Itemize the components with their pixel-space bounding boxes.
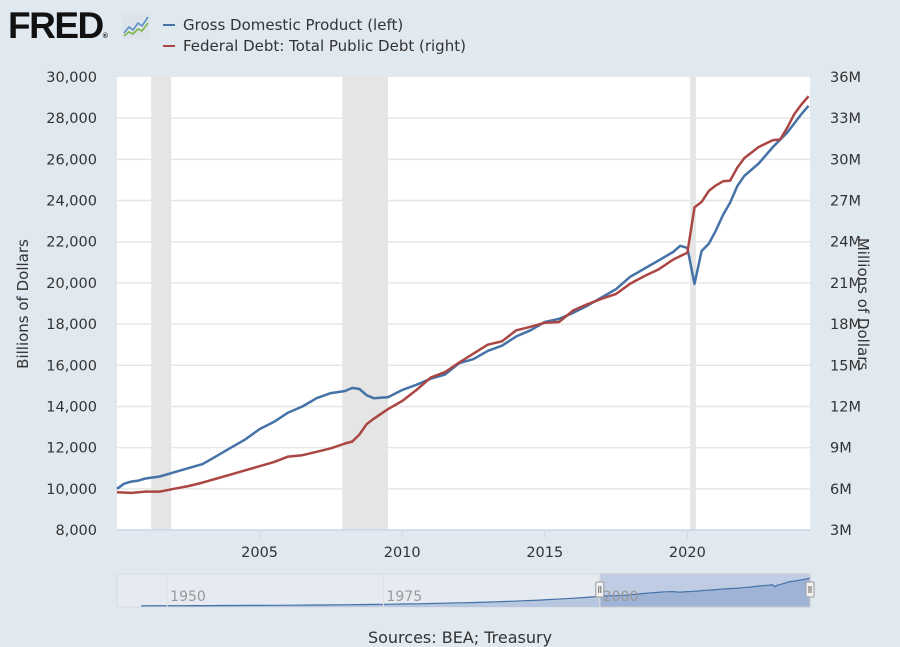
navigator-series-line <box>141 577 810 607</box>
y-tick-label-left: 24,000 <box>46 194 97 210</box>
series-line-debt[interactable] <box>116 95 810 495</box>
y-tick-label-left: 10,000 <box>46 482 97 498</box>
y-tick-label-left: 12,000 <box>46 441 97 457</box>
y-tick-label-right: 30M <box>830 152 861 168</box>
y-axis-title-left: Billions of Dollars <box>14 239 32 369</box>
fred-logo[interactable]: FRED® <box>8 6 108 57</box>
y-tick-label-left: 22,000 <box>46 235 97 251</box>
recession-band <box>151 77 172 530</box>
x-tick-label: 2005 <box>241 545 278 561</box>
legend-label: Gross Domestic Product (left) <box>183 15 404 34</box>
x-tick-label: 2010 <box>384 545 421 561</box>
legend: Gross Domestic Product (left) Federal De… <box>163 14 466 56</box>
navigator-handle-left[interactable] <box>595 581 605 598</box>
y-tick-label-right: 33M <box>830 111 861 127</box>
y-tick-label-right: 18M <box>830 317 861 333</box>
y-tick-label-left: 30,000 <box>46 70 97 86</box>
y-tick-label-right: 6M <box>830 482 852 498</box>
y-tick-label-left: 28,000 <box>46 111 97 127</box>
y-tick-label-left: 14,000 <box>46 399 97 415</box>
legend-swatch-debt <box>163 44 175 47</box>
y-tick-label-right: 36M <box>830 70 861 86</box>
source-note: Sources: BEA; Treasury <box>367 628 553 647</box>
navigator[interactable]: 1950 1975 2000 <box>116 573 815 608</box>
y-tick-label-right: 21M <box>830 276 861 292</box>
registered-mark: ® <box>102 33 108 40</box>
y-tick-label-left: 18,000 <box>46 317 97 333</box>
navigator-handle-right[interactable] <box>805 581 815 598</box>
legend-item-debt[interactable]: Federal Debt: Total Public Debt (right) <box>163 35 466 56</box>
y-tick-label-left: 16,000 <box>46 358 97 374</box>
navigator-tick-label: 1950 <box>170 589 206 605</box>
y-tick-label-left: 8,000 <box>55 523 97 539</box>
legend-label: Federal Debt: Total Public Debt (right) <box>183 36 466 55</box>
legend-swatch-gdp <box>163 23 175 26</box>
recession-band <box>342 77 388 530</box>
logo-text: FRED <box>8 5 104 46</box>
navigator-series-area <box>141 578 810 607</box>
y-tick-label-left: 20,000 <box>46 276 97 292</box>
line-graph-icon <box>122 13 150 39</box>
y-axis-title-right: Millions of Dollars <box>854 238 872 371</box>
x-tick-label: 2020 <box>669 545 706 561</box>
y-tick-label-right: 24M <box>830 235 861 251</box>
y-tick-label-right: 3M <box>830 523 852 539</box>
navigator-tick-label: 2000 <box>603 589 639 605</box>
legend-item-gdp[interactable]: Gross Domestic Product (left) <box>163 14 466 35</box>
y-tick-label-right: 9M <box>830 441 852 457</box>
recession-band <box>690 77 696 530</box>
series-line-gdp[interactable] <box>116 104 810 490</box>
y-tick-label-right: 27M <box>830 194 861 210</box>
navigator-tick-label: 1975 <box>386 589 422 605</box>
y-tick-label-right: 12M <box>830 399 861 415</box>
y-tick-label-right: 15M <box>830 358 861 374</box>
x-tick-label: 2015 <box>526 545 563 561</box>
y-tick-label-left: 26,000 <box>46 152 97 168</box>
plot-background <box>117 77 810 530</box>
